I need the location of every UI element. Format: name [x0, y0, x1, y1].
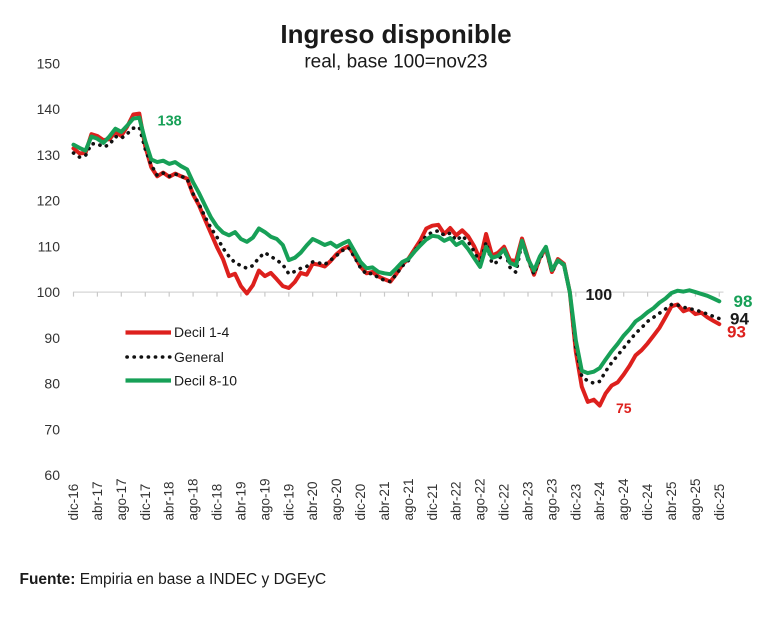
svg-text:ago-23: ago-23	[544, 478, 559, 520]
svg-text:General: General	[174, 349, 224, 365]
svg-text:120: 120	[37, 193, 61, 209]
svg-text:dic-21: dic-21	[425, 484, 440, 521]
svg-text:abr-25: abr-25	[664, 481, 679, 520]
svg-text:abr-17: abr-17	[90, 481, 105, 520]
svg-text:100: 100	[37, 284, 61, 300]
svg-text:140: 140	[37, 101, 61, 117]
svg-text:abr-23: abr-23	[521, 481, 536, 520]
svg-text:abr-22: abr-22	[449, 481, 464, 520]
svg-text:dic-19: dic-19	[281, 484, 296, 521]
svg-text:Fuente: Empiria en base a INDE: Fuente: Empiria en base a INDEC y DGEyC	[20, 571, 327, 588]
svg-text:110: 110	[38, 238, 61, 254]
svg-text:Ingreso disponible: Ingreso disponible	[280, 19, 511, 49]
svg-text:100: 100	[586, 287, 613, 304]
svg-text:Decil 8-10: Decil 8-10	[174, 373, 237, 389]
svg-text:dic-22: dic-22	[497, 484, 512, 521]
svg-text:70: 70	[44, 421, 60, 437]
svg-text:abr-21: abr-21	[377, 481, 392, 520]
svg-text:138: 138	[158, 114, 182, 130]
svg-text:93: 93	[727, 323, 746, 342]
svg-text:Decil 1-4: Decil 1-4	[174, 324, 229, 340]
svg-text:98: 98	[734, 292, 753, 311]
svg-text:94: 94	[730, 310, 749, 329]
svg-text:real, base 100=nov23: real, base 100=nov23	[304, 52, 487, 73]
svg-text:90: 90	[44, 330, 60, 346]
svg-text:ago-25: ago-25	[688, 478, 703, 520]
svg-text:abr-18: abr-18	[162, 481, 177, 520]
svg-text:ago-22: ago-22	[473, 478, 488, 520]
svg-text:dic-20: dic-20	[353, 484, 368, 521]
svg-text:ago-17: ago-17	[114, 478, 129, 520]
svg-text:dic-17: dic-17	[138, 484, 153, 521]
svg-text:60: 60	[44, 467, 60, 483]
svg-text:dic-23: dic-23	[568, 484, 583, 521]
svg-text:abr-20: abr-20	[305, 481, 320, 520]
svg-text:75: 75	[616, 400, 632, 416]
svg-text:dic-25: dic-25	[712, 484, 727, 521]
svg-text:dic-18: dic-18	[210, 484, 225, 521]
svg-text:80: 80	[44, 376, 60, 392]
svg-text:abr-24: abr-24	[592, 481, 607, 521]
svg-text:ago-24: ago-24	[616, 478, 631, 521]
svg-text:150: 150	[37, 55, 61, 71]
svg-text:130: 130	[37, 147, 61, 163]
svg-text:dic-16: dic-16	[66, 484, 81, 521]
svg-text:ago-19: ago-19	[257, 478, 272, 520]
svg-text:ago-21: ago-21	[401, 478, 416, 520]
svg-text:ago-20: ago-20	[329, 478, 344, 520]
svg-text:ago-18: ago-18	[186, 478, 201, 520]
svg-text:abr-19: abr-19	[233, 481, 248, 520]
svg-text:dic-24: dic-24	[640, 483, 655, 520]
